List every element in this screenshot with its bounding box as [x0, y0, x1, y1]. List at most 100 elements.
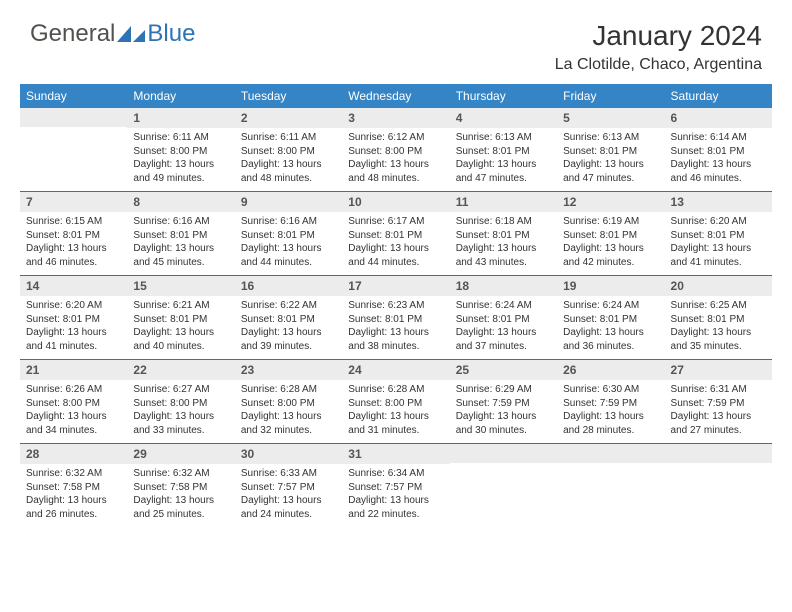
- sunrise-text: Sunrise: 6:18 AM: [456, 215, 551, 229]
- day-details: Sunrise: 6:28 AMSunset: 8:00 PMDaylight:…: [342, 380, 449, 443]
- day-details: Sunrise: 6:25 AMSunset: 8:01 PMDaylight:…: [665, 296, 772, 359]
- sunset-text: Sunset: 8:01 PM: [671, 145, 766, 159]
- day-cell: 14Sunrise: 6:20 AMSunset: 8:01 PMDayligh…: [20, 276, 127, 359]
- day-number: 7: [20, 192, 127, 212]
- day-cell: 11Sunrise: 6:18 AMSunset: 8:01 PMDayligh…: [450, 192, 557, 275]
- day-details: Sunrise: 6:27 AMSunset: 8:00 PMDaylight:…: [127, 380, 234, 443]
- day-cell: [450, 444, 557, 527]
- daylight-text: Daylight: 13 hours and 24 minutes.: [241, 494, 336, 521]
- day-number: 10: [342, 192, 449, 212]
- daylight-text: Daylight: 13 hours and 39 minutes.: [241, 326, 336, 353]
- day-number: 9: [235, 192, 342, 212]
- daylight-text: Daylight: 13 hours and 32 minutes.: [241, 410, 336, 437]
- sunset-text: Sunset: 8:01 PM: [133, 313, 228, 327]
- sunset-text: Sunset: 8:00 PM: [348, 397, 443, 411]
- day-details: Sunrise: 6:32 AMSunset: 7:58 PMDaylight:…: [20, 464, 127, 527]
- sunset-text: Sunset: 8:01 PM: [671, 313, 766, 327]
- day-details: Sunrise: 6:13 AMSunset: 8:01 PMDaylight:…: [450, 128, 557, 191]
- sunset-text: Sunset: 7:59 PM: [563, 397, 658, 411]
- day-details: Sunrise: 6:24 AMSunset: 8:01 PMDaylight:…: [557, 296, 664, 359]
- day-number: 20: [665, 276, 772, 296]
- day-details: Sunrise: 6:19 AMSunset: 8:01 PMDaylight:…: [557, 212, 664, 275]
- day-number: 27: [665, 360, 772, 380]
- day-cell: 17Sunrise: 6:23 AMSunset: 8:01 PMDayligh…: [342, 276, 449, 359]
- sunset-text: Sunset: 8:01 PM: [26, 229, 121, 243]
- sunrise-text: Sunrise: 6:14 AM: [671, 131, 766, 145]
- day-details: Sunrise: 6:17 AMSunset: 8:01 PMDaylight:…: [342, 212, 449, 275]
- day-number: [450, 444, 557, 463]
- sunrise-text: Sunrise: 6:31 AM: [671, 383, 766, 397]
- weekday-header: Sunday: [20, 84, 127, 108]
- day-details: Sunrise: 6:16 AMSunset: 8:01 PMDaylight:…: [127, 212, 234, 275]
- day-cell: 12Sunrise: 6:19 AMSunset: 8:01 PMDayligh…: [557, 192, 664, 275]
- daylight-text: Daylight: 13 hours and 30 minutes.: [456, 410, 551, 437]
- day-cell: 31Sunrise: 6:34 AMSunset: 7:57 PMDayligh…: [342, 444, 449, 527]
- sunset-text: Sunset: 8:01 PM: [133, 229, 228, 243]
- day-details: [557, 463, 664, 472]
- day-cell: 22Sunrise: 6:27 AMSunset: 8:00 PMDayligh…: [127, 360, 234, 443]
- sunrise-text: Sunrise: 6:19 AM: [563, 215, 658, 229]
- day-number: 25: [450, 360, 557, 380]
- day-number: 16: [235, 276, 342, 296]
- daylight-text: Daylight: 13 hours and 22 minutes.: [348, 494, 443, 521]
- weekday-header: Monday: [127, 84, 234, 108]
- sunset-text: Sunset: 8:01 PM: [563, 145, 658, 159]
- sunrise-text: Sunrise: 6:26 AM: [26, 383, 121, 397]
- sunset-text: Sunset: 8:01 PM: [241, 313, 336, 327]
- daylight-text: Daylight: 13 hours and 46 minutes.: [26, 242, 121, 269]
- sunset-text: Sunset: 7:58 PM: [26, 481, 121, 495]
- sunrise-text: Sunrise: 6:15 AM: [26, 215, 121, 229]
- day-number: 6: [665, 108, 772, 128]
- daylight-text: Daylight: 13 hours and 28 minutes.: [563, 410, 658, 437]
- sunset-text: Sunset: 8:00 PM: [348, 145, 443, 159]
- title-block: January 2024 La Clotilde, Chaco, Argenti…: [555, 20, 762, 74]
- daylight-text: Daylight: 13 hours and 48 minutes.: [241, 158, 336, 185]
- day-details: [665, 463, 772, 472]
- day-number: [20, 108, 127, 127]
- day-details: Sunrise: 6:28 AMSunset: 8:00 PMDaylight:…: [235, 380, 342, 443]
- sunset-text: Sunset: 7:59 PM: [456, 397, 551, 411]
- week-row: 7Sunrise: 6:15 AMSunset: 8:01 PMDaylight…: [20, 192, 772, 276]
- daylight-text: Daylight: 13 hours and 34 minutes.: [26, 410, 121, 437]
- day-cell: 28Sunrise: 6:32 AMSunset: 7:58 PMDayligh…: [20, 444, 127, 527]
- sunrise-text: Sunrise: 6:34 AM: [348, 467, 443, 481]
- day-cell: 30Sunrise: 6:33 AMSunset: 7:57 PMDayligh…: [235, 444, 342, 527]
- daylight-text: Daylight: 13 hours and 49 minutes.: [133, 158, 228, 185]
- daylight-text: Daylight: 13 hours and 43 minutes.: [456, 242, 551, 269]
- daylight-text: Daylight: 13 hours and 48 minutes.: [348, 158, 443, 185]
- day-cell: 25Sunrise: 6:29 AMSunset: 7:59 PMDayligh…: [450, 360, 557, 443]
- day-number: 19: [557, 276, 664, 296]
- sunset-text: Sunset: 8:01 PM: [348, 313, 443, 327]
- day-number: 30: [235, 444, 342, 464]
- day-cell: [20, 108, 127, 191]
- sunrise-text: Sunrise: 6:28 AM: [241, 383, 336, 397]
- day-number: 14: [20, 276, 127, 296]
- daylight-text: Daylight: 13 hours and 47 minutes.: [456, 158, 551, 185]
- sunrise-text: Sunrise: 6:32 AM: [133, 467, 228, 481]
- day-cell: 9Sunrise: 6:16 AMSunset: 8:01 PMDaylight…: [235, 192, 342, 275]
- day-number: [557, 444, 664, 463]
- sunrise-text: Sunrise: 6:13 AM: [456, 131, 551, 145]
- day-details: [20, 127, 127, 136]
- day-cell: 8Sunrise: 6:16 AMSunset: 8:01 PMDaylight…: [127, 192, 234, 275]
- sunset-text: Sunset: 8:01 PM: [241, 229, 336, 243]
- daylight-text: Daylight: 13 hours and 42 minutes.: [563, 242, 658, 269]
- day-cell: 5Sunrise: 6:13 AMSunset: 8:01 PMDaylight…: [557, 108, 664, 191]
- sunrise-text: Sunrise: 6:28 AM: [348, 383, 443, 397]
- logo-text-blue: Blue: [147, 20, 195, 48]
- daylight-text: Daylight: 13 hours and 26 minutes.: [26, 494, 121, 521]
- sunset-text: Sunset: 8:01 PM: [456, 229, 551, 243]
- day-cell: 15Sunrise: 6:21 AMSunset: 8:01 PMDayligh…: [127, 276, 234, 359]
- day-details: Sunrise: 6:13 AMSunset: 8:01 PMDaylight:…: [557, 128, 664, 191]
- day-cell: 18Sunrise: 6:24 AMSunset: 8:01 PMDayligh…: [450, 276, 557, 359]
- sunset-text: Sunset: 8:01 PM: [563, 229, 658, 243]
- day-cell: 27Sunrise: 6:31 AMSunset: 7:59 PMDayligh…: [665, 360, 772, 443]
- day-number: 17: [342, 276, 449, 296]
- daylight-text: Daylight: 13 hours and 44 minutes.: [348, 242, 443, 269]
- day-details: Sunrise: 6:11 AMSunset: 8:00 PMDaylight:…: [235, 128, 342, 191]
- sunrise-text: Sunrise: 6:16 AM: [241, 215, 336, 229]
- day-details: Sunrise: 6:14 AMSunset: 8:01 PMDaylight:…: [665, 128, 772, 191]
- weekday-header: Friday: [557, 84, 664, 108]
- day-cell: 21Sunrise: 6:26 AMSunset: 8:00 PMDayligh…: [20, 360, 127, 443]
- day-details: Sunrise: 6:34 AMSunset: 7:57 PMDaylight:…: [342, 464, 449, 527]
